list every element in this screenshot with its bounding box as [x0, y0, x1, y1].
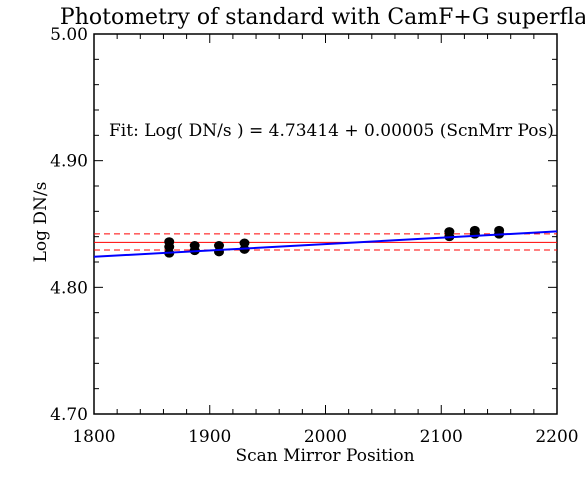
y-tick-label: 4.90 [50, 152, 88, 172]
chart-title: Photometry of standard with CamF+G super… [60, 5, 585, 30]
fit-annotation: Fit: Log( DN/s ) = 4.73414 + 0.00005 (Sc… [109, 121, 554, 141]
plot-frame [93, 33, 558, 415]
x-axis-label: Scan Mirror Position [235, 446, 414, 466]
x-tick-label: 1800 [72, 427, 115, 447]
fit-line [93, 230, 558, 258]
data-point [214, 247, 225, 257]
y-tick-label: 5.00 [50, 25, 88, 45]
y-axis-label: Log DN/s [31, 182, 51, 263]
x-tick-label: 2200 [535, 427, 578, 447]
y-tick-label: 4.70 [50, 405, 88, 425]
x-tick-label: 1900 [188, 427, 231, 447]
data-point [164, 242, 175, 252]
x-tick-label: 2000 [304, 427, 347, 447]
data-point [239, 238, 250, 248]
x-tick-label: 2100 [420, 427, 463, 447]
data-point [469, 229, 480, 239]
y-tick-label: 4.80 [50, 278, 88, 298]
data-point [214, 241, 225, 251]
